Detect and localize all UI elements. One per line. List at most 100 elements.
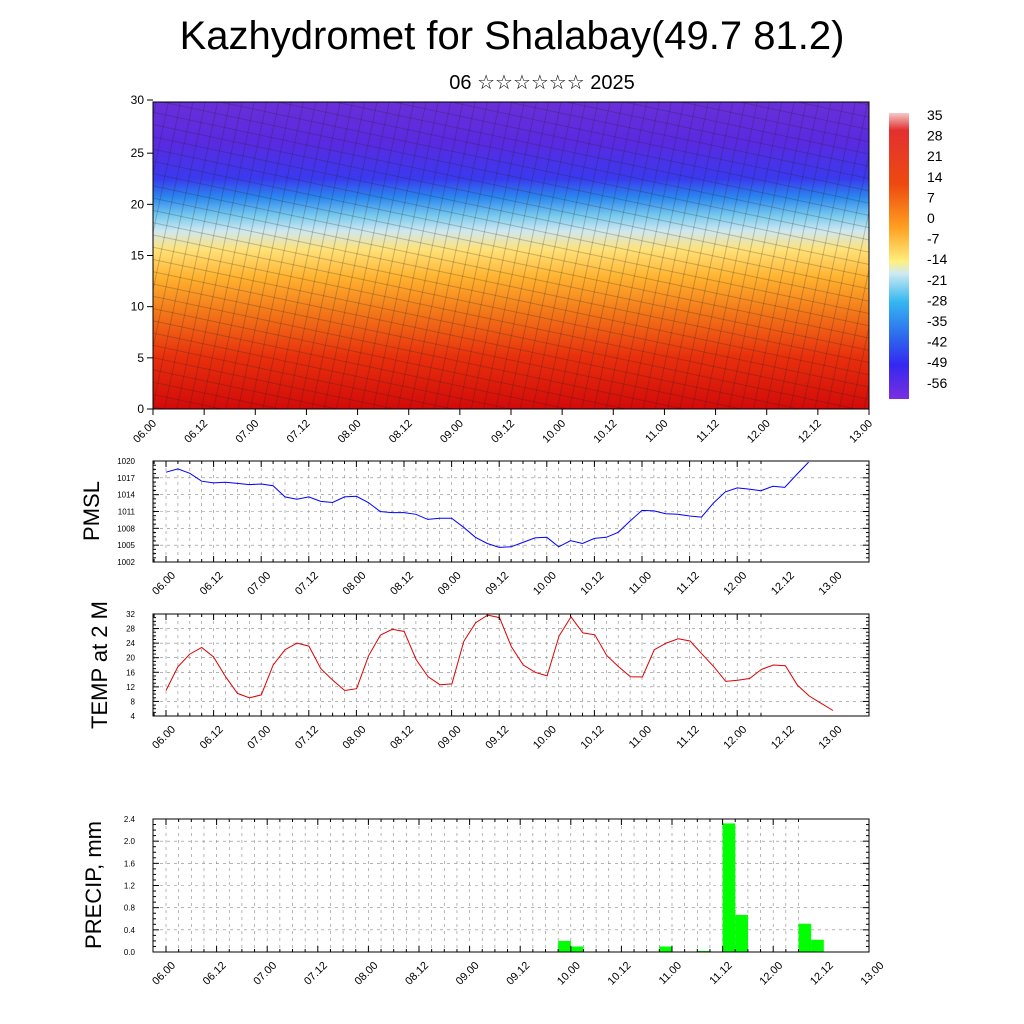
y-tick-label: 32 xyxy=(126,610,135,619)
cross-section-y-tick-label: 30 xyxy=(131,93,145,107)
colorbar-label: 7 xyxy=(927,189,935,205)
x-tick-label: 06.00 xyxy=(150,570,178,598)
colorbar-label: -49 xyxy=(927,354,947,370)
y-tick-label: 0.4 xyxy=(124,926,136,935)
x-tick-label: 07.12 xyxy=(293,570,321,598)
precip-bar xyxy=(697,950,710,952)
y-tick-label: 1005 xyxy=(117,541,135,550)
pmsl-x-axis: 06.00 06.12 07.00 07.12 08.00 08.12 09.00 09.12… xyxy=(150,461,845,598)
cross-section-x-tick-label: 09.12 xyxy=(489,418,517,446)
precip-bar xyxy=(558,940,571,952)
y-tick-label: 2.0 xyxy=(124,837,136,846)
x-tick-label: 12.00 xyxy=(721,724,749,752)
precip-bar xyxy=(570,946,584,952)
chart-subtitle: 06 ☆☆☆☆☆☆ 2025 xyxy=(449,72,635,94)
x-tick-label: 08.00 xyxy=(353,960,381,988)
x-tick-label: 08.12 xyxy=(403,960,431,988)
x-tick-label: 12.12 xyxy=(769,724,797,752)
x-tick-label: 10.00 xyxy=(531,570,559,598)
pmsl-y-axis: 1002 1005 1008 1011 1014 1017 1020 xyxy=(117,457,869,567)
chart-title: Kazhydromet for Shalabay(49.7 81.2) xyxy=(179,14,845,58)
cross-section-x-tick-label: 08.00 xyxy=(336,418,364,446)
y-tick-label: 1.2 xyxy=(124,882,136,891)
temp-axis-label: TEMP at 2 M xyxy=(87,601,112,729)
x-tick-label: 09.00 xyxy=(454,960,482,988)
y-tick-label: 1014 xyxy=(117,491,135,500)
x-tick-label: 09.00 xyxy=(436,570,464,598)
x-tick-label: 07.12 xyxy=(302,960,330,988)
x-tick-label: 10.00 xyxy=(531,724,559,752)
colorbar-label: -56 xyxy=(927,375,947,391)
colorbar-label: 28 xyxy=(927,128,943,144)
x-tick-label: 09.00 xyxy=(436,724,464,752)
y-tick-label: 1.6 xyxy=(124,859,136,868)
pmsl-axis-label: PMSL xyxy=(79,481,104,541)
cross-section-y-tick-label: 0 xyxy=(137,402,144,416)
x-tick-label: 09.12 xyxy=(483,724,511,752)
x-tick-label: 10.12 xyxy=(606,960,634,988)
y-tick-label: 1008 xyxy=(117,524,135,533)
cross-section-x-tick-label: 12.00 xyxy=(745,418,773,446)
cross-section-y-tick-label: 20 xyxy=(131,197,145,211)
colorbar-ramp xyxy=(889,113,909,399)
y-tick-label: 0.0 xyxy=(124,948,136,957)
temp-x-axis: 06.00 06.12 07.00 07.12 08.00 08.12 09.00 09.12… xyxy=(150,614,845,752)
cross-section-y-tick-label: 15 xyxy=(131,249,145,263)
pmsl-series-line xyxy=(165,461,809,548)
x-tick-label: 12.12 xyxy=(769,570,797,598)
cross-section-x-tick-label: 11.12 xyxy=(694,418,721,445)
precip-bar xyxy=(811,939,824,952)
precip-grid xyxy=(153,818,869,953)
colorbar-label: 0 xyxy=(927,210,935,226)
x-tick-label: 12.00 xyxy=(757,960,785,988)
colorbar-label: -14 xyxy=(927,251,947,267)
cross-section-y-tick-label: 10 xyxy=(131,300,145,314)
cross-section-x-tick-label: 13.00 xyxy=(847,418,875,446)
x-tick-label: 06.12 xyxy=(198,570,226,598)
colorbar-label: -7 xyxy=(927,231,940,247)
cross-section-x-tick-label: 10.12 xyxy=(591,418,619,446)
x-tick-label: 06.00 xyxy=(150,960,178,988)
x-tick-label: 08.12 xyxy=(388,570,416,598)
colorbar-label: -28 xyxy=(927,292,947,308)
cross-section-x-tick-label: 07.12 xyxy=(285,418,313,446)
colorbar: 35 28 21 14 7 0 -7 -14 -21 -28 -35 -42 -49 -56 xyxy=(889,107,947,399)
y-tick-label: 20 xyxy=(126,654,135,663)
cross-section-y-tick-label: 25 xyxy=(131,146,145,160)
x-tick-label: 08.12 xyxy=(388,724,416,752)
x-tick-label: 11.12 xyxy=(674,724,701,751)
wind-barbs-overlay xyxy=(153,102,869,409)
y-tick-label: 2.4 xyxy=(124,815,136,824)
x-tick-label: 09.12 xyxy=(504,960,532,988)
x-tick-label: 07.00 xyxy=(251,960,279,988)
colorbar-label: 35 xyxy=(927,107,943,123)
x-tick-label: 13.00 xyxy=(859,960,887,988)
y-tick-label: 1017 xyxy=(117,474,135,483)
precip-y-axis: 0.0 0.4 0.8 1.2 1.6 2.0 2.4 xyxy=(124,815,869,957)
x-tick-label: 12.12 xyxy=(808,960,836,988)
colorbar-label: -35 xyxy=(927,313,947,329)
colorbar-label: -42 xyxy=(927,334,947,350)
cross-section-x-tick-label: 06.00 xyxy=(131,418,159,446)
colorbar-label: -21 xyxy=(927,272,947,288)
y-tick-label: 12 xyxy=(126,683,135,692)
x-tick-label: 08.00 xyxy=(341,570,369,598)
cross-section-x-tick-label: 07.00 xyxy=(233,418,261,446)
x-tick-label: 10.12 xyxy=(579,570,607,598)
x-tick-label: 07.12 xyxy=(293,724,321,752)
x-tick-label: 11.12 xyxy=(674,570,701,597)
cross-section-x-tick-label: 08.12 xyxy=(387,418,415,446)
precip-bar xyxy=(798,923,812,952)
precip-bar xyxy=(659,946,673,952)
temp-panel: 4 8 12 16 20 24 28 32 06.00 06.12 07.00 07.12 08.00… xyxy=(87,601,870,752)
cross-section-x-tick-label: 12.12 xyxy=(796,418,824,446)
colorbar-label: 21 xyxy=(927,148,943,164)
cross-section-y-tick-label: 5 xyxy=(137,351,144,365)
precip-panel: 0.0 0.4 0.8 1.2 1.6 2.0 2.4 06.00 06.12 07.00 07.… xyxy=(81,815,887,988)
y-tick-label: 16 xyxy=(126,668,135,677)
y-tick-label: 1002 xyxy=(117,558,135,567)
y-tick-label: 1011 xyxy=(118,508,136,517)
y-tick-label: 28 xyxy=(126,625,135,634)
